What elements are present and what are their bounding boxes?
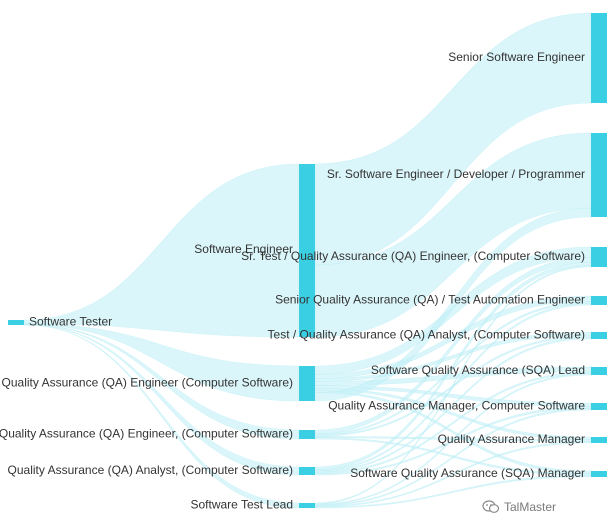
sankey-node-label-qa-analyst-cs: Quality Assurance (QA) Analyst, (Compute… [8,463,293,477]
sankey-node-sr-test-qa-engineer [591,247,607,267]
sankey-node-label-test-qa-analyst: Test / Quality Assurance (QA) Analyst, (… [268,328,585,342]
sankey-node-qa-engineer-cs-comma [299,430,315,439]
wechat-icon [482,500,500,513]
sankey-labels: Software Tester Software Engineer Quality … [0,50,585,512]
sankey-node-senior-software-engineer [591,13,607,103]
sankey-node-software-test-lead [299,503,315,508]
sankey-node-label-qa-manager-cs: Quality Assurance Manager, Computer Soft… [328,399,585,413]
sankey-node-label-qa-engineer-cs: Quality Assurance (QA) Engineer (Compute… [2,376,293,390]
sankey-node-label-qa-manager: Quality Assurance Manager [438,432,585,446]
sankey-link-software-tester-to-software-engineer [23,163,300,338]
sankey-node-qa-manager [591,437,607,443]
sankey-node-qa-manager-cs [591,403,607,410]
sankey-node-label-software-engineer: Software Engineer [194,242,293,256]
sankey-node-label-senior-qa-automation: Senior Quality Assurance (QA) / Test Aut… [275,293,585,307]
sankey-node-label-sqa-manager: Software Quality Assurance (SQA) Manager [350,466,585,480]
sankey-node-label-sr-software-engineer-dev: Sr. Software Engineer / Developer / Prog… [327,167,585,181]
sankey-node-label-sqa-lead: Software Quality Assurance (SQA) Lead [371,363,585,377]
sankey-node-senior-qa-automation [591,296,607,305]
sankey-node-qa-analyst-cs [299,467,315,475]
sankey-node-sqa-lead [591,367,607,375]
sankey-node-label-software-test-lead: Software Test Lead [190,498,293,512]
sankey-node-software-engineer [299,164,315,337]
sankey-node-sqa-manager [591,471,607,477]
sankey-node-label-sr-test-qa-engineer: Sr. Test / Quality Assurance (QA) Engine… [241,249,585,263]
sankey-node-label-qa-engineer-cs-comma: Quality Assurance (QA) Engineer, (Comput… [0,427,293,441]
sankey-nodes [8,13,607,508]
sankey-node-test-qa-analyst [591,332,607,339]
sankey-node-label-senior-software-engineer: Senior Software Engineer [448,50,585,64]
watermark-text: TalMaster [504,500,557,514]
sankey-link-software-tester-to-qa-engineer-cs [23,323,300,402]
sankey-node-qa-engineer-cs [299,366,315,401]
sankey-node-sr-software-engineer-dev [591,133,607,217]
watermark: TalMaster [482,496,556,518]
sankey-node-label-software-tester: Software Tester [29,315,112,329]
sankey-node-software-tester [8,320,24,325]
